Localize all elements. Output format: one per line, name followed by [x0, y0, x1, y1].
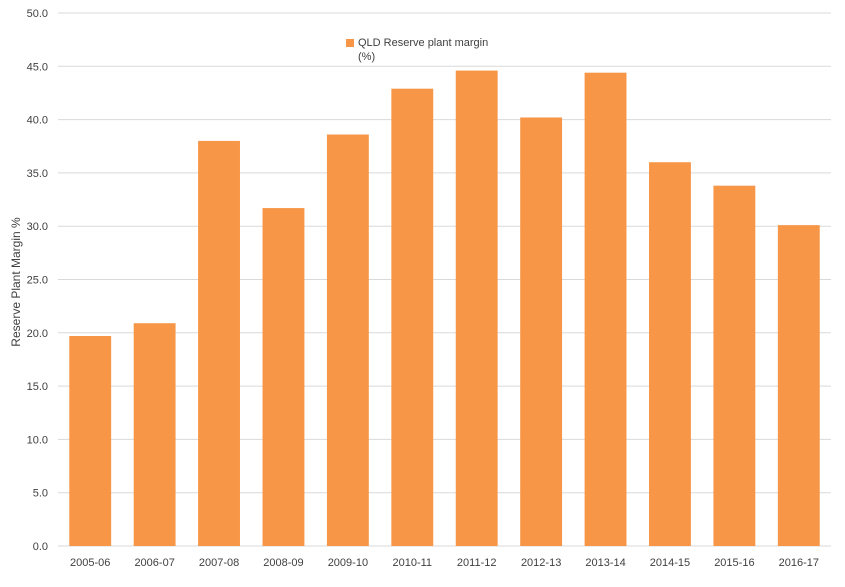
- y-tick-label: 40.0: [27, 115, 48, 127]
- bar-2016-17: [777, 225, 820, 546]
- bar-2012-13: [520, 117, 563, 546]
- bar-2007-08: [198, 140, 240, 547]
- bar-2008-09: [262, 208, 305, 546]
- y-tick-label: 10.0: [27, 434, 48, 446]
- y-tick-label: 35.0: [27, 168, 48, 180]
- y-tick-label: 50.0: [27, 8, 48, 20]
- bar-2011-12: [455, 70, 498, 547]
- y-tick-label: 20.0: [27, 328, 48, 340]
- bar-2005-06: [69, 335, 112, 546]
- x-tick-label: 2015-16: [714, 557, 754, 569]
- bar-2009-10: [326, 134, 369, 547]
- x-tick-label: 2008-09: [263, 557, 303, 569]
- bar-2010-11: [391, 88, 434, 546]
- x-tick-label: 2012-13: [521, 557, 561, 569]
- x-tick-label: 2016-17: [779, 557, 819, 569]
- legend-swatch: [346, 39, 354, 47]
- legend-label-line-1: QLD Reserve plant margin: [358, 37, 488, 49]
- y-tick-label: 45.0: [27, 61, 48, 73]
- x-tick-label: 2006-07: [134, 557, 174, 569]
- y-tick-label: 15.0: [27, 381, 48, 393]
- x-tick-label: 2007-08: [199, 557, 239, 569]
- x-tick-label: 2011-12: [457, 557, 497, 569]
- bar-2013-14: [584, 72, 627, 547]
- y-tick-label: 0.0: [33, 541, 48, 553]
- legend: QLD Reserve plant margin (%): [346, 37, 488, 63]
- legend-label-line-2: (%): [358, 51, 375, 63]
- gridlines: [58, 12, 831, 547]
- bar-2014-15: [649, 162, 691, 547]
- x-tick-label: 2009-10: [328, 557, 368, 569]
- bars: [69, 70, 820, 547]
- x-tick-label: 2014-15: [650, 557, 690, 569]
- x-axis-tick-labels: 2005-06 2006-07 2007-08 2008-09 2009-10 2010-…: [70, 557, 819, 569]
- y-tick-label: 30.0: [27, 221, 48, 233]
- x-tick-label: 2005-06: [70, 557, 110, 569]
- x-tick-label: 2010-11: [393, 557, 433, 569]
- bar-2015-16: [713, 185, 756, 546]
- x-tick-label: 2013-14: [585, 557, 625, 569]
- y-tick-label: 25.0: [27, 275, 48, 287]
- y-axis-tick-labels: 0.0 5.0 10.0 15.0 20.0 25.0 30.0 35.0 40.0 45.0 50…: [27, 8, 48, 553]
- y-axis-label: Reserve Plant Margin %: [9, 217, 23, 347]
- bar-2006-07: [133, 323, 176, 546]
- y-tick-label: 5.0: [33, 488, 48, 500]
